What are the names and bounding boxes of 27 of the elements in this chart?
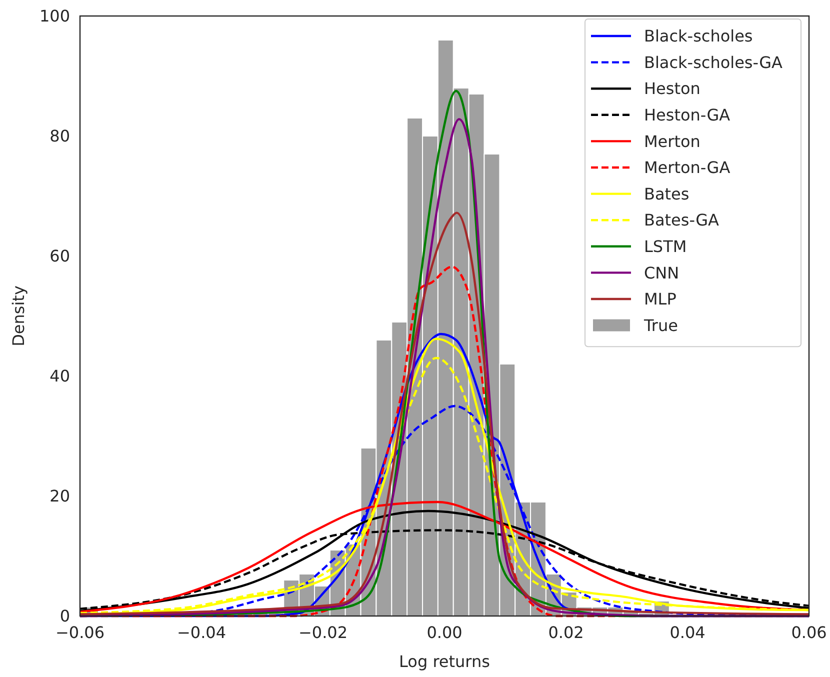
y-tick-label: 20 [50,486,70,506]
x-axis-title: Log returns [399,652,490,671]
legend-label: True [643,316,678,335]
x-tick-label: −0.02 [298,623,348,642]
legend-label: Heston-GA [644,106,730,124]
y-tick-label: 40 [50,366,70,386]
legend-label: Black-scholes-GA [644,52,783,72]
legend-label: Bates [644,184,690,204]
y-tick-label: 100 [39,6,70,26]
legend-label: MLP [644,290,677,309]
y-tick-label: 0 [60,606,70,626]
legend-label: Merton [644,132,700,151]
legend-label: Heston [644,79,700,98]
x-tick-label: −0.06 [55,623,105,642]
x-tick-label: 0.02 [548,623,584,642]
y-tick-label: 60 [50,246,70,266]
x-tick-label: 0.04 [670,623,706,642]
x-tick-label: 0.06 [791,623,827,642]
y-tick-label: 80 [50,126,70,146]
x-tick-label: −0.04 [176,623,226,642]
legend-label: CNN [644,263,680,282]
x-tick-label: 0.00 [426,623,462,642]
y-axis-title: Density [9,286,28,346]
legend-label: Merton-GA [644,158,730,178]
legend-label: Bates-GA [644,210,719,230]
legend-label: Black-scholes [644,26,753,46]
legend-label: LSTM [644,237,687,256]
